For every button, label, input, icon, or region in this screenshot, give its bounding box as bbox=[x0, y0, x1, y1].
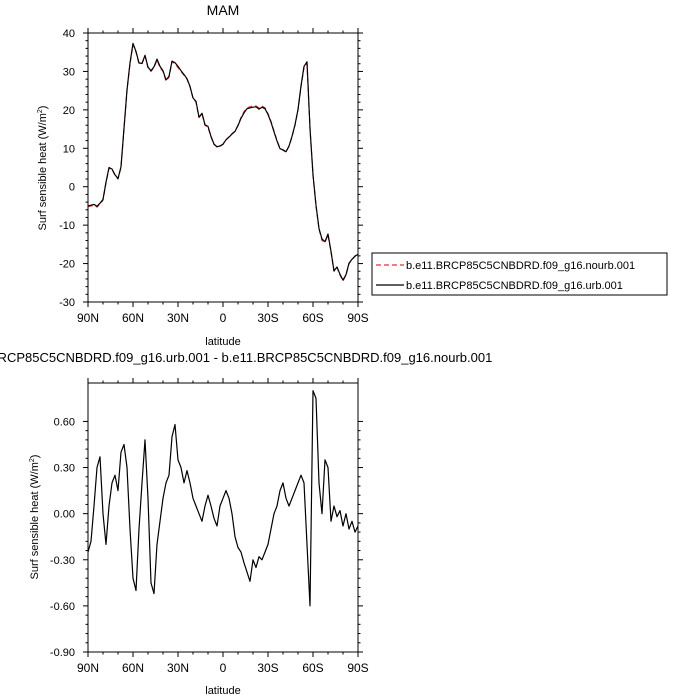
top-y-axis-label-sup: 2 bbox=[37, 109, 44, 113]
top-x-tick-label: 90N bbox=[77, 311, 99, 325]
bottom-y-axis-label-main: Surf sensible heat (W/m bbox=[29, 462, 41, 579]
bottom-series-line-0 bbox=[87, 390, 359, 607]
top-x-tick-label: 60N bbox=[122, 311, 144, 325]
bottom-x-tick-label: 0 bbox=[220, 661, 227, 675]
bottom-x-tick-label: 90S bbox=[347, 661, 368, 675]
top-series-line-1 bbox=[87, 42, 359, 281]
top-y-tick-label: 0 bbox=[69, 182, 75, 194]
bottom-y-tick-label: -0.30 bbox=[50, 555, 75, 567]
legend: b.e11.BRCP85C5CNBDRD.f09_g16.nourb.001 b… bbox=[371, 252, 668, 296]
bottom-x-tick-label: 60N bbox=[122, 661, 144, 675]
bottom-y-axis-label-close: ) bbox=[29, 455, 41, 459]
bottom-y-tick-label: 0.00 bbox=[54, 509, 75, 521]
top-chart-panel: MAM 90N 60N 30N 0 30S 60S 90S -30 -20 -10 0 10 20 30… bbox=[37, 2, 668, 348]
top-y-tick-label: -10 bbox=[59, 220, 75, 232]
top-y-tick-labels: -30 -20 -10 0 10 20 30 40 bbox=[59, 28, 75, 309]
bottom-axis-ticks bbox=[83, 378, 363, 657]
top-y-tick-label: -20 bbox=[59, 259, 75, 271]
top-x-axis-label: latitude bbox=[205, 336, 240, 348]
bottom-y-tick-label: -0.90 bbox=[50, 647, 75, 659]
bottom-y-tick-label: -0.60 bbox=[50, 601, 75, 613]
top-series-layer bbox=[87, 42, 359, 282]
top-x-tick-labels: 90N 60N 30N 0 30S 60S 90S bbox=[77, 311, 369, 325]
bottom-x-tick-label: 60S bbox=[302, 661, 323, 675]
top-y-axis-label: Surf sensible heat (W/m2) bbox=[37, 106, 49, 231]
bottom-y-tick-label: 0.60 bbox=[54, 416, 75, 428]
top-y-tick-label: 30 bbox=[63, 66, 75, 78]
bottom-x-tick-label: 90N bbox=[77, 661, 99, 675]
bottom-y-axis-label: Surf sensible heat (W/m2) bbox=[29, 455, 41, 580]
bottom-y-tick-labels: -0.90 -0.60 -0.30 0.00 0.30 0.60 bbox=[50, 416, 75, 659]
bottom-x-tick-label: 30S bbox=[257, 661, 278, 675]
top-x-tick-label: 90S bbox=[347, 311, 368, 325]
bottom-series-layer bbox=[87, 390, 359, 607]
legend-label-urb: b.e11.BRCP85C5CNBDRD.f09_g16.urb.001 bbox=[406, 280, 623, 292]
bottom-plot-frame bbox=[87, 382, 359, 653]
top-axis-ticks bbox=[83, 28, 363, 307]
bottom-x-tick-label: 30N bbox=[167, 661, 189, 675]
top-y-tick-label: 20 bbox=[63, 105, 75, 117]
top-x-tick-label: 0 bbox=[220, 311, 227, 325]
bottom-x-axis-label: latitude bbox=[205, 685, 240, 697]
top-x-tick-label: 30S bbox=[257, 311, 278, 325]
legend-box bbox=[371, 252, 668, 296]
bottom-x-tick-labels: 90N 60N 30N 0 30S 60S 90S bbox=[77, 661, 369, 675]
top-y-axis-label-close: ) bbox=[37, 106, 49, 110]
top-x-tick-label: 30N bbox=[167, 311, 189, 325]
top-y-axis-label-main: Surf sensible heat (W/m bbox=[37, 113, 49, 230]
top-x-tick-label: 60S bbox=[302, 311, 323, 325]
legend-label-nourb: b.e11.BRCP85C5CNBDRD.f09_g16.nourb.001 bbox=[406, 260, 635, 272]
top-y-tick-label: -30 bbox=[59, 297, 75, 309]
top-chart-title: MAM bbox=[207, 2, 240, 18]
top-y-tick-label: 10 bbox=[63, 143, 75, 155]
bottom-y-tick-label: 0.30 bbox=[54, 463, 75, 475]
top-y-tick-label: 40 bbox=[63, 28, 75, 40]
bottom-y-axis-label-sup: 2 bbox=[29, 458, 36, 462]
bottom-chart-title: b.e11.BRCP85C5CNBDRD.f09_g16.urb.001 - b… bbox=[0, 350, 492, 365]
bottom-chart-panel: b.e11.BRCP85C5CNBDRD.f09_g16.urb.001 - b… bbox=[0, 350, 492, 697]
